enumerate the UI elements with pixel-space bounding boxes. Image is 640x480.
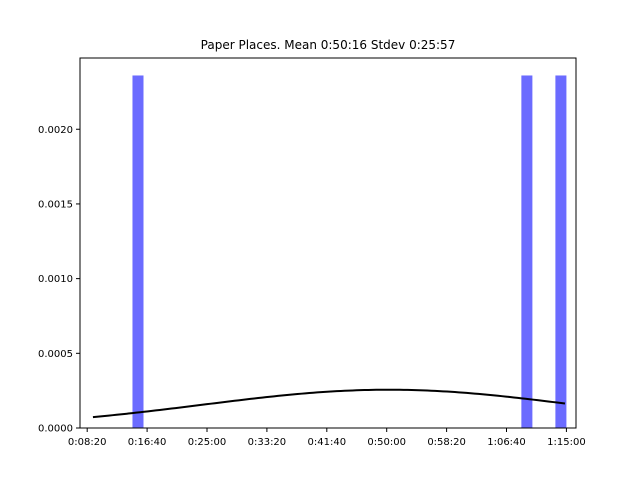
x-tick-label-9: 1:15:00 [547,437,586,448]
curve-layer [92,388,566,419]
x-tick-label-4: 0:33:20 [248,437,287,448]
x-tick-label-5: 0:41:40 [308,437,347,448]
y-tick-label-1: 0.0000 [38,424,73,435]
plot-frame [79,57,577,429]
chart-title: Paper Places. Mean 0:50:16 Stdev 0:25:57 [201,38,456,52]
bars-layer [132,75,567,429]
y-tick-label-2: 0.0005 [38,349,73,360]
x-tick-label-8: 1:06:40 [487,437,526,448]
y-axis: 0.0000 0.0005 0.0010 0.0015 0.0020 [38,125,80,435]
x-tick-label-6: 0:50:00 [367,437,406,448]
normal-distribution-curve [92,388,566,419]
histogram-bar-2 [521,75,533,429]
y-tick-label-3: 0.0010 [38,274,73,285]
x-tick-label-1: 0:08:20 [68,437,107,448]
x-tick-label-7: 0:58:20 [427,437,466,448]
y-tick-label-4: 0.0015 [38,199,73,210]
x-tick-label-2: 0:16:40 [128,437,167,448]
y-tick-label-5: 0.0020 [38,125,73,136]
histogram-bar-1 [132,75,144,429]
x-axis: 0:08:20 0:16:40 0:25:00 0:33:20 0:41:40 0:50:… [68,428,586,448]
histogram-bar-3 [555,75,567,429]
x-tick-label-3: 0:25:00 [188,437,227,448]
